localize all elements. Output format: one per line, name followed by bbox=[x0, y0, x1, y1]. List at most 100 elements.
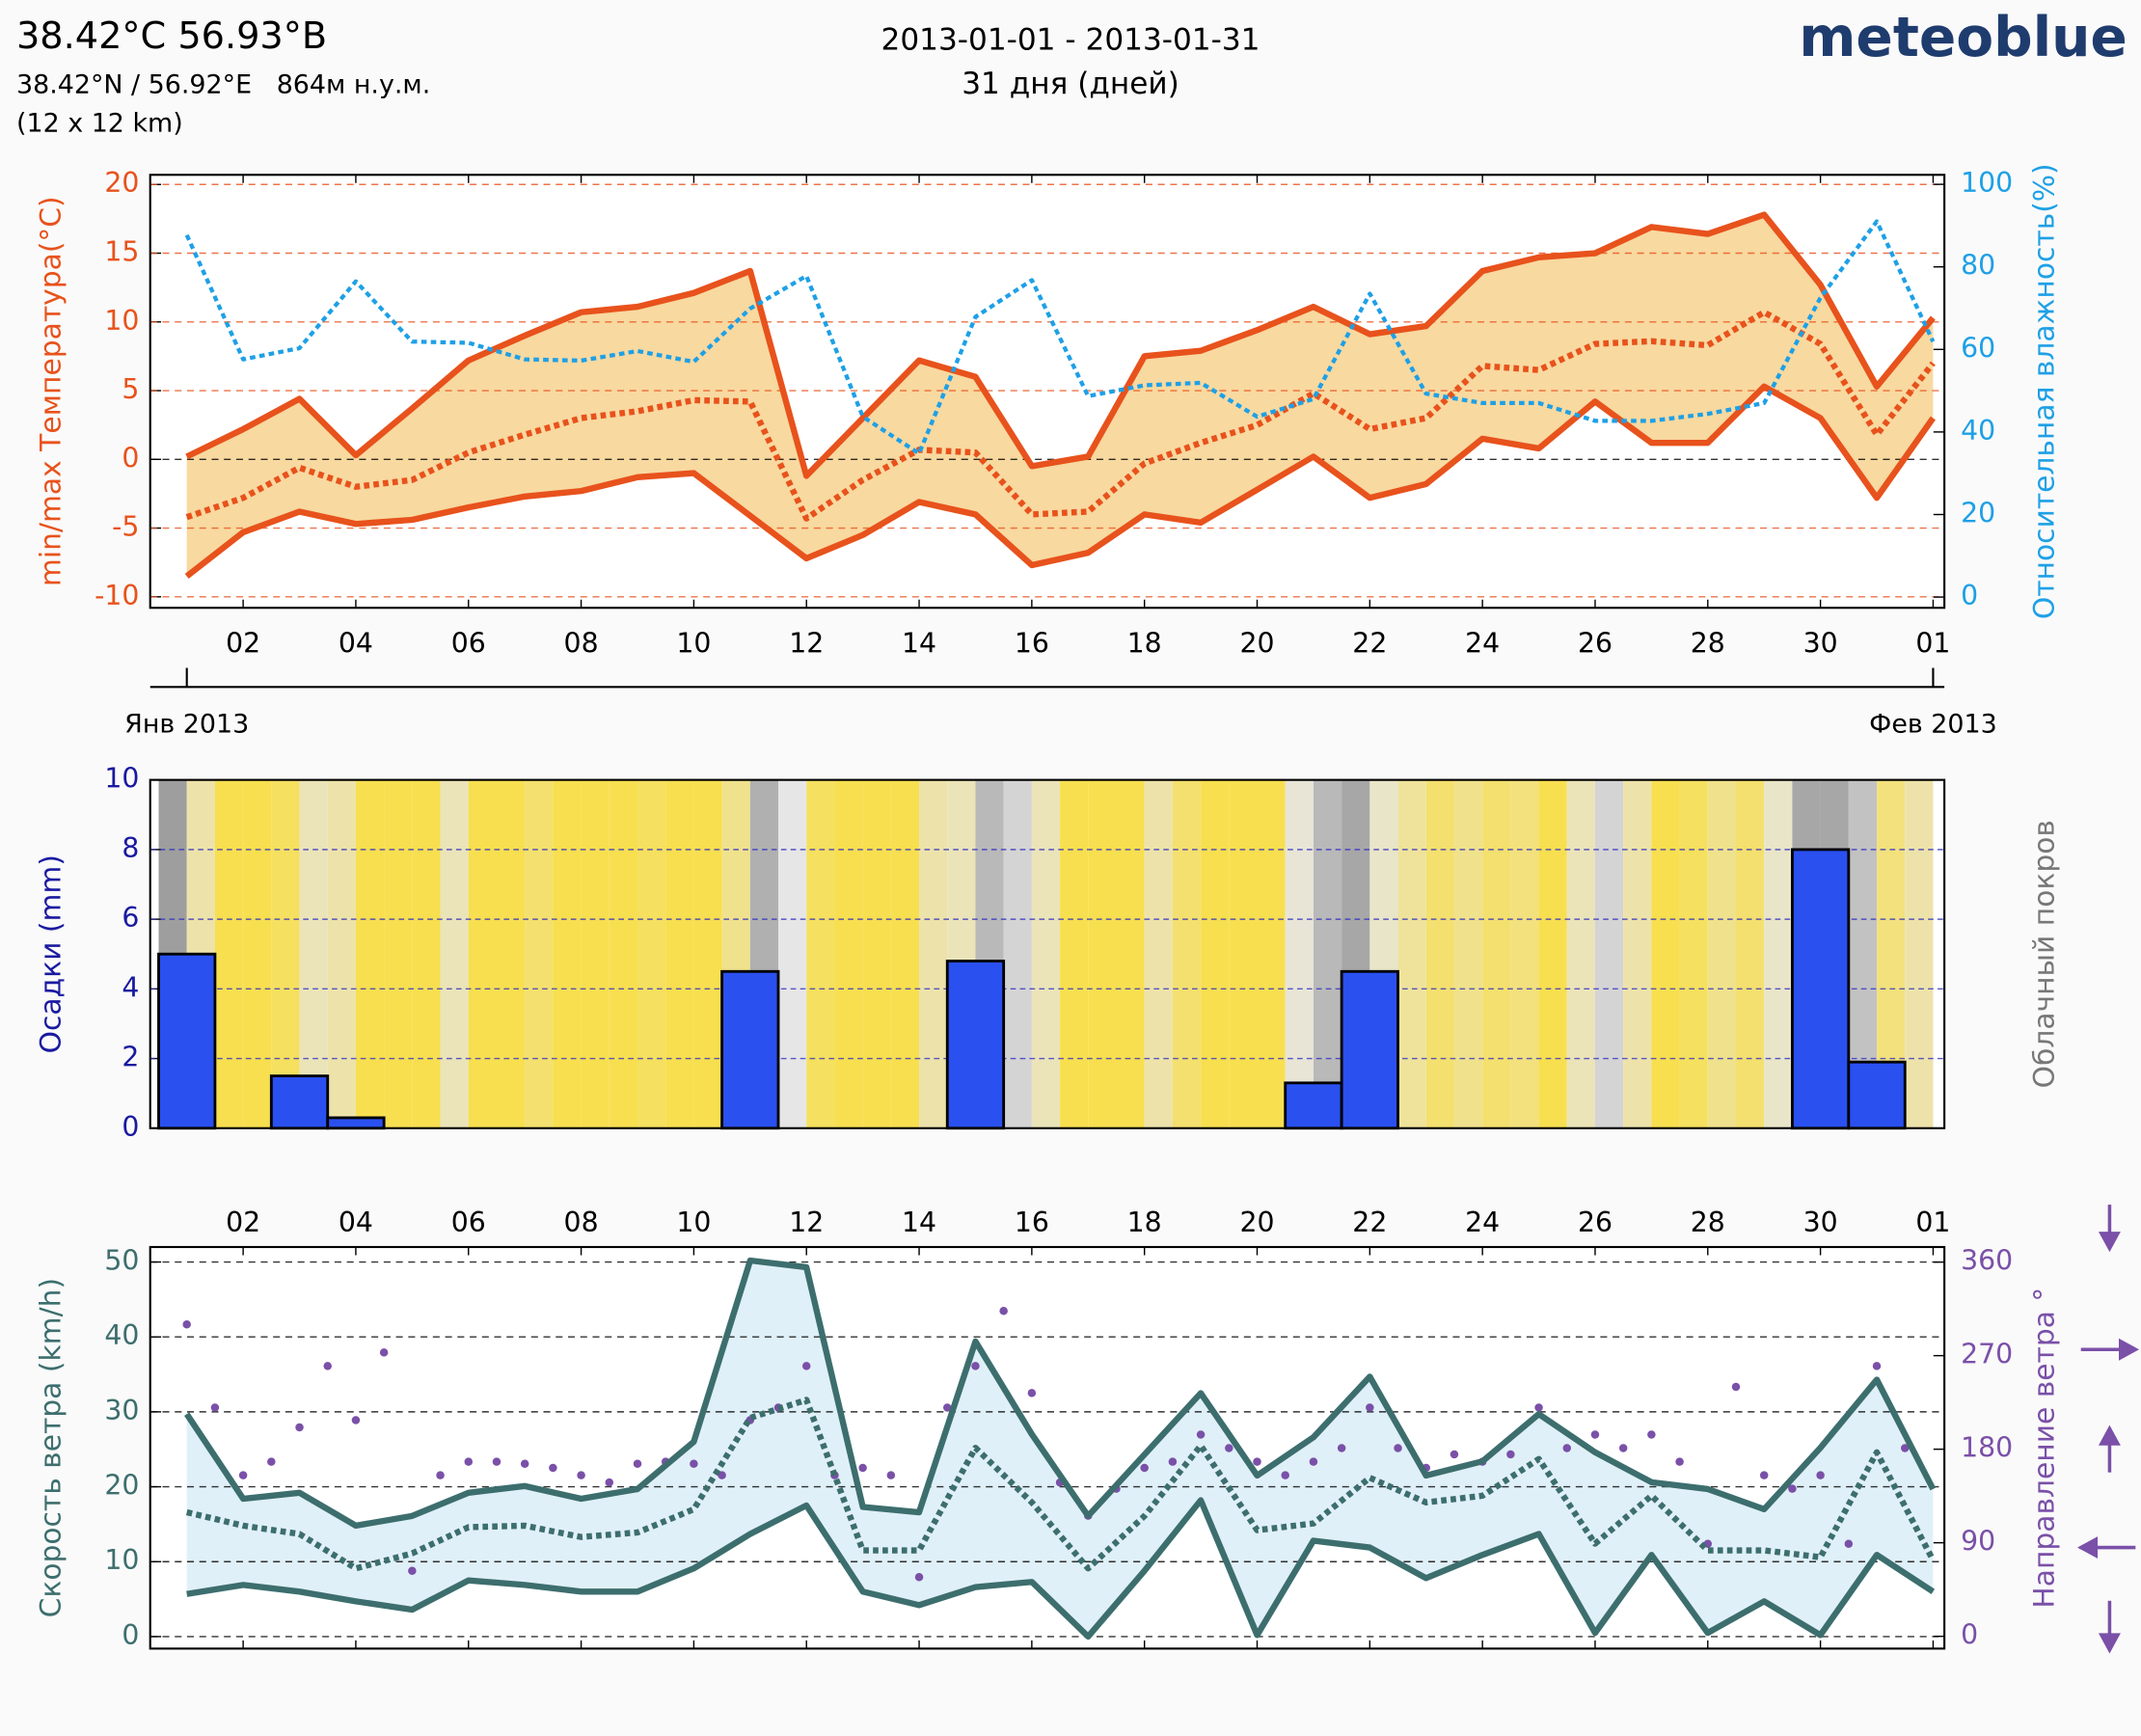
direction-point bbox=[1506, 1450, 1515, 1459]
direction-point bbox=[801, 1362, 811, 1370]
x-tick-label: 14 bbox=[902, 627, 936, 659]
x-tick-label: 28 bbox=[1691, 627, 1725, 659]
cloud-stripe bbox=[243, 779, 272, 1128]
cloud-stripe bbox=[1201, 779, 1230, 1128]
cloud-stripe bbox=[1257, 779, 1286, 1128]
x-tick-label: 01 bbox=[1915, 627, 1950, 659]
direction-point bbox=[182, 1320, 191, 1329]
direction-point bbox=[690, 1459, 698, 1468]
direction-point bbox=[549, 1463, 557, 1473]
direction-point bbox=[1534, 1403, 1543, 1412]
x-tick-label: 12 bbox=[789, 627, 824, 659]
cloud-stripe bbox=[271, 779, 300, 1128]
plot-frame bbox=[149, 1245, 1946, 1650]
direction-point bbox=[1309, 1457, 1318, 1466]
y-tick-label: 4 bbox=[122, 971, 139, 1003]
grid-size: (12 x 12 km) bbox=[16, 108, 183, 138]
direction-point bbox=[1759, 1471, 1769, 1479]
plot-frame bbox=[149, 778, 1946, 1129]
y-axis-label: min/max Температура(°C) bbox=[34, 196, 68, 586]
line bbox=[185, 211, 1936, 479]
y-axis-label: Осадки (mm) bbox=[34, 854, 68, 1053]
direction-point bbox=[1900, 1444, 1910, 1452]
cloud-stripe bbox=[214, 779, 244, 1128]
cloud-stripe bbox=[1060, 779, 1089, 1128]
location: 38.42°C 56.93°B bbox=[16, 15, 327, 58]
cloud-stripe bbox=[412, 779, 441, 1128]
cloud-stripe bbox=[1651, 779, 1680, 1128]
x-tick-label: 26 bbox=[1578, 1207, 1613, 1238]
line bbox=[186, 1497, 1936, 1641]
cloud-stripe bbox=[468, 779, 497, 1128]
y2-tick-label: 20 bbox=[1961, 497, 1995, 529]
cloud-stripe bbox=[1003, 779, 1032, 1128]
y2-tick-label: 0 bbox=[1961, 1619, 1978, 1651]
direction-point bbox=[943, 1403, 952, 1412]
direction-point bbox=[492, 1457, 501, 1466]
direction-point bbox=[1816, 1471, 1825, 1479]
cloud-stripe bbox=[1285, 779, 1314, 1128]
cloud-stripe bbox=[637, 779, 666, 1128]
cloud-stripe bbox=[1453, 779, 1483, 1128]
cloud-stripe bbox=[834, 779, 863, 1128]
direction-point bbox=[718, 1471, 726, 1479]
line bbox=[185, 309, 1936, 522]
x-tick-label: 10 bbox=[676, 1207, 711, 1238]
y-tick-label: 8 bbox=[122, 832, 139, 864]
cloud-stripe bbox=[1229, 779, 1258, 1128]
bar bbox=[1790, 848, 1851, 1130]
line bbox=[184, 383, 1936, 580]
cloud-stripe bbox=[862, 779, 891, 1128]
cloud-stripe bbox=[919, 779, 948, 1128]
cloud-stripe bbox=[496, 779, 526, 1128]
x-tick-label: 28 bbox=[1691, 1207, 1725, 1238]
direction-point bbox=[1562, 1444, 1572, 1452]
x-tick-label: 16 bbox=[1015, 627, 1049, 659]
x-tick-label: 08 bbox=[564, 1207, 599, 1238]
cloud-stripe bbox=[553, 779, 582, 1128]
direction-point bbox=[408, 1566, 417, 1575]
y-tick-label: -10 bbox=[95, 580, 139, 611]
direction-point bbox=[971, 1362, 980, 1370]
direction-point bbox=[1281, 1471, 1289, 1479]
line bbox=[185, 1397, 1937, 1572]
y-tick-label: 10 bbox=[104, 1544, 139, 1576]
y-tick-label: 5 bbox=[122, 373, 139, 405]
range-band bbox=[186, 1261, 1934, 1637]
direction-point bbox=[605, 1478, 614, 1487]
cloud-stripe bbox=[1144, 779, 1173, 1128]
cloud-stripe bbox=[1736, 779, 1765, 1128]
bar bbox=[326, 1116, 386, 1130]
cloud-stripe bbox=[1482, 779, 1511, 1128]
x-tick-label: 08 bbox=[564, 627, 599, 659]
cloud-stripe bbox=[525, 779, 554, 1128]
direction-point bbox=[858, 1463, 867, 1473]
x-tick-label: 06 bbox=[451, 1207, 486, 1238]
x-tick-label: 22 bbox=[1352, 1207, 1387, 1238]
cloud-stripe bbox=[693, 779, 722, 1128]
x-tick-label: 04 bbox=[339, 1207, 373, 1238]
direction-point bbox=[1844, 1539, 1854, 1548]
x-tick-label: 22 bbox=[1352, 627, 1387, 659]
cloud-stripe bbox=[1172, 779, 1202, 1128]
cloud-stripe bbox=[581, 779, 610, 1128]
direction-point bbox=[1027, 1389, 1037, 1397]
cloud-stripe bbox=[327, 779, 356, 1128]
cloud-stripe bbox=[1538, 779, 1567, 1128]
y2-tick-label: 90 bbox=[1961, 1526, 1995, 1558]
y-tick-label: 20 bbox=[104, 1470, 139, 1502]
x-tick-label: 02 bbox=[226, 1207, 260, 1238]
y2-tick-label: 100 bbox=[1961, 167, 2013, 199]
cloud-stripe bbox=[665, 779, 694, 1128]
bar bbox=[720, 969, 780, 1130]
y-tick-label: 2 bbox=[122, 1042, 139, 1073]
y-tick-label: 30 bbox=[104, 1395, 139, 1426]
x-tick-label: 04 bbox=[339, 627, 373, 659]
direction-point bbox=[1647, 1430, 1656, 1439]
cloud-stripe bbox=[1566, 779, 1595, 1128]
y2-tick-label: 0 bbox=[1961, 580, 1978, 611]
direction-point bbox=[1618, 1444, 1628, 1452]
direction-icons bbox=[2077, 1205, 2140, 1654]
bar bbox=[157, 952, 217, 1130]
